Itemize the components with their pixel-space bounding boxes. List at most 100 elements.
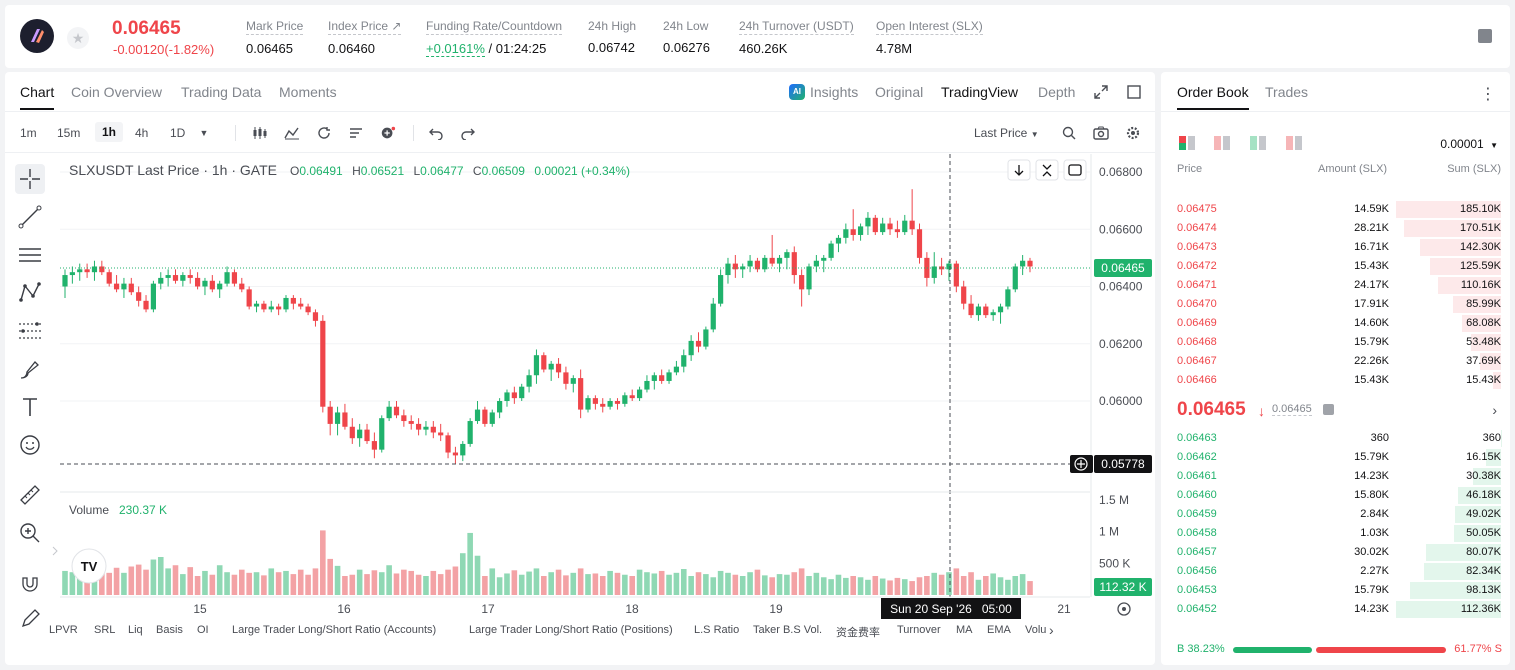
ask-row[interactable]: 0.06470 17.91K 85.99K	[1171, 295, 1501, 314]
ask-row[interactable]: 0.06466 15.43K 15.43K	[1171, 371, 1501, 390]
indicator-item[interactable]: Taker B.S Vol.	[753, 624, 823, 636]
insights-button[interactable]: Insights	[810, 84, 859, 100]
view-depth[interactable]: Depth	[1038, 84, 1076, 100]
bid-row[interactable]: 0.06463 360 360	[1171, 429, 1501, 448]
indicator-scroll-right-icon[interactable]: ›	[1049, 622, 1054, 638]
ask-row[interactable]: 0.06474 28.21K 170.51K	[1171, 219, 1501, 238]
magnet-tool-icon[interactable]	[15, 568, 45, 598]
crosshair-tool-icon[interactable]	[15, 164, 45, 194]
timeframe-15m[interactable]: 15m	[57, 126, 81, 140]
price-chart[interactable]: SLXUSDT Last Price · 1h · GATE O0.06491 …	[5, 72, 1155, 665]
row-amount: 1.03K	[1360, 527, 1389, 539]
ask-row[interactable]: 0.06473 16.71K 142.30K	[1171, 238, 1501, 257]
timeframe-4h[interactable]: 4h	[135, 126, 149, 140]
ask-row[interactable]: 0.06467 22.26K 37.69K	[1171, 352, 1501, 371]
more-options-icon[interactable]: ⋮	[1480, 86, 1496, 103]
crosshair-time-text: Sun 20 Sep '26 05:00	[890, 602, 1012, 616]
legend-controls[interactable]	[1007, 159, 1087, 181]
timeframe-1h[interactable]: 1h	[95, 122, 124, 142]
brush-tool-icon[interactable]	[15, 354, 45, 384]
indicator-item[interactable]: Large Trader Long/Short Ratio (Positions…	[469, 624, 673, 636]
both-sides-view-icon[interactable]	[1179, 136, 1195, 150]
candle-type-icon[interactable]	[252, 126, 268, 140]
timeframe-1m[interactable]: 1m	[20, 126, 37, 140]
indicator-item[interactable]: Volu	[1025, 624, 1047, 636]
indicator-item[interactable]: L.S Ratio	[694, 624, 740, 636]
replay-icon[interactable]	[316, 126, 332, 140]
scroll-left-handle-icon[interactable]	[52, 546, 58, 556]
templates-icon[interactable]	[348, 126, 364, 140]
bid-row[interactable]: 0.06459 2.84K 49.02K	[1171, 505, 1501, 524]
indicator-item[interactable]: MA	[956, 624, 973, 636]
tab-chart[interactable]: Chart	[20, 84, 55, 110]
zoom-in-tool-icon[interactable]	[15, 518, 45, 548]
redo-icon[interactable]	[460, 126, 476, 140]
split-view-icon[interactable]	[1286, 136, 1302, 150]
text-tool-icon[interactable]	[15, 392, 45, 422]
mark-price[interactable]: 0.06465	[1272, 403, 1312, 416]
trend-line-tool-icon[interactable]	[15, 202, 45, 232]
timeframe-dropdown-icon[interactable]: ▼	[199, 128, 209, 138]
external-link-icon[interactable]: ↗	[391, 19, 402, 33]
candle	[504, 389, 510, 407]
horizontal-lines-tool-icon[interactable]	[15, 240, 45, 270]
chevron-right-icon[interactable]: ›	[1492, 402, 1497, 418]
emoji-tool-icon[interactable]	[15, 430, 45, 460]
ai-insights-icon[interactable]: AI	[789, 84, 805, 100]
price-type-select[interactable]: Last Price ▼	[974, 126, 1039, 140]
asks-view-icon[interactable]	[1214, 136, 1230, 150]
indicator-item[interactable]: 资金费率	[836, 627, 880, 639]
tab-coin-overview[interactable]: Coin Overview	[71, 84, 163, 100]
ruler-tool-icon[interactable]	[15, 480, 45, 510]
precision-select[interactable]: 0.00001 ▼	[1440, 137, 1498, 151]
indicator-item[interactable]: Turnover	[897, 624, 941, 636]
camera-icon[interactable]	[1093, 126, 1109, 140]
bid-row[interactable]: 0.06453 15.79K 98.13K	[1171, 581, 1501, 600]
tab-trades[interactable]: Trades	[1265, 84, 1309, 100]
indicator-item[interactable]: LPVR	[49, 624, 78, 636]
search-icon[interactable]	[1061, 126, 1077, 140]
indicator-item[interactable]: OI	[197, 624, 209, 636]
window-icon[interactable]	[1127, 85, 1141, 99]
tab-moments[interactable]: Moments	[279, 84, 337, 100]
bids-view-icon[interactable]	[1250, 136, 1266, 150]
ask-row[interactable]: 0.06469 14.60K 68.08K	[1171, 314, 1501, 333]
ask-row[interactable]: 0.06472 15.43K 125.59K	[1171, 257, 1501, 276]
bid-row[interactable]: 0.06460 15.80K 46.18K	[1171, 486, 1501, 505]
indicator-item[interactable]: SRL	[94, 624, 116, 636]
stat-funding-rate[interactable]: Funding Rate/Countdown +0.0161% / 01:24:…	[426, 19, 563, 57]
undo-icon[interactable]	[428, 126, 444, 140]
view-original[interactable]: Original	[875, 84, 924, 100]
bid-row[interactable]: 0.06452 14.23K 112.36K	[1171, 600, 1501, 619]
time-settings-icon[interactable]	[1117, 602, 1131, 616]
bid-row[interactable]: 0.06462 15.79K 16.15K	[1171, 448, 1501, 467]
notes-icon[interactable]	[1478, 29, 1492, 43]
reset-view-icon[interactable]	[1063, 159, 1087, 181]
stat-index-price[interactable]: Index Price ↗ 0.06460	[328, 19, 402, 56]
ask-row[interactable]: 0.06468 15.79K 53.48K	[1171, 333, 1501, 352]
indicator-item[interactable]: EMA	[987, 624, 1011, 636]
bid-row[interactable]: 0.06458 1.03K 50.05K	[1171, 524, 1501, 543]
indicator-item[interactable]: Liq	[128, 624, 143, 636]
stat-mark-price[interactable]: Mark Price 0.06465	[246, 19, 304, 56]
bid-row[interactable]: 0.06461 14.23K 30.38K	[1171, 467, 1501, 486]
add-alert-icon[interactable]	[380, 126, 396, 140]
tab-order-book[interactable]: Order Book	[1177, 84, 1249, 110]
collapse-icon[interactable]	[1035, 159, 1059, 181]
indicator-item[interactable]: Basis	[156, 624, 183, 636]
pattern-tool-icon[interactable]	[15, 278, 45, 308]
fib-tool-icon[interactable]	[15, 316, 45, 346]
settings-gear-icon[interactable]	[1125, 126, 1141, 140]
expand-icon[interactable]	[1094, 85, 1108, 99]
ask-row[interactable]: 0.06471 24.17K 110.16K	[1171, 276, 1501, 295]
indicator-item[interactable]: Large Trader Long/Short Ratio (Accounts)	[232, 624, 437, 636]
ask-row[interactable]: 0.06475 14.59K 185.10K	[1171, 200, 1501, 219]
indicators-icon[interactable]	[284, 126, 300, 140]
pencil-lock-tool-icon[interactable]	[15, 604, 45, 634]
timeframe-1d[interactable]: 1D	[170, 126, 186, 140]
tab-trading-data[interactable]: Trading Data	[181, 84, 262, 100]
favorite-star-icon[interactable]: ★	[67, 27, 89, 49]
view-tradingview[interactable]: TradingView	[941, 84, 1019, 100]
bid-row[interactable]: 0.06456 2.27K 82.34K	[1171, 562, 1501, 581]
bid-row[interactable]: 0.06457 30.02K 80.07K	[1171, 543, 1501, 562]
